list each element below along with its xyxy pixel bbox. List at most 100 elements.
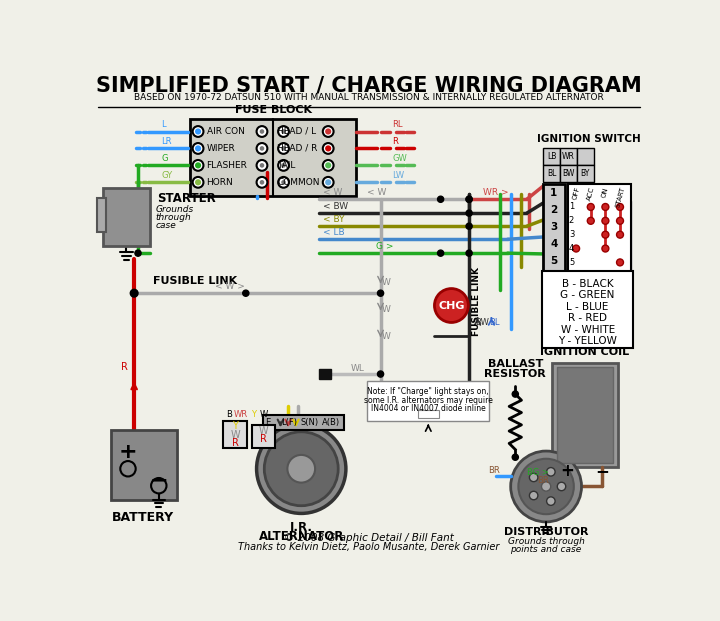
Text: LB: LB [546,152,556,161]
Text: S(N): S(N) [301,418,319,427]
Text: 5: 5 [550,256,557,266]
Text: < BW: < BW [323,202,348,211]
Circle shape [278,160,289,171]
Text: E: E [266,418,271,427]
Circle shape [193,177,204,188]
Bar [577,165,594,181]
Text: WR >: WR > [483,188,509,197]
Circle shape [195,179,201,186]
Circle shape [195,145,201,152]
Text: some I.R. alternators may require: some I.R. alternators may require [364,396,492,405]
Text: < LB: < LB [323,228,344,237]
Text: W: W [382,332,391,341]
Text: W - WHITE: W - WHITE [561,325,615,335]
Circle shape [256,143,267,154]
Circle shape [602,204,609,211]
Text: 5: 5 [569,258,574,267]
Circle shape [616,204,624,211]
Circle shape [541,482,551,491]
Text: W: W [230,430,240,440]
Bar [319,369,331,379]
Circle shape [377,290,384,296]
Text: < W: < W [323,188,342,197]
Circle shape [518,459,574,514]
Text: FUSIBLE LINK: FUSIBLE LINK [472,267,481,336]
Bar [543,148,560,165]
Text: HEAD / R: HEAD / R [277,144,318,153]
Text: RL: RL [392,120,402,129]
Text: Grounds: Grounds [156,206,194,214]
Text: R: R [260,435,267,445]
Circle shape [512,454,518,460]
Text: Note: If "Charge" light stays on,: Note: If "Charge" light stays on, [367,387,489,396]
Text: 3: 3 [569,230,574,239]
Circle shape [260,146,264,151]
Text: I.R.: I.R. [289,521,312,534]
Circle shape [120,461,135,476]
Circle shape [195,162,201,168]
Text: 2: 2 [550,205,557,215]
Circle shape [529,473,538,482]
Bar [367,381,489,421]
Circle shape [438,250,444,256]
Text: BG >: BG > [526,468,549,477]
Text: Y - YELLOW: Y - YELLOW [558,337,617,347]
Circle shape [264,432,338,505]
Text: Grounds through: Grounds through [508,537,585,545]
Text: ACC: ACC [586,186,595,201]
Text: IN4004 or IN4007 diode inline: IN4004 or IN4007 diode inline [371,404,486,413]
Text: GY: GY [161,171,172,180]
Bar [543,184,564,273]
Text: SIMPLIFIED START / CHARGE WIRING DIAGRAM: SIMPLIFIED START / CHARGE WIRING DIAGRAM [96,75,642,95]
Text: BY: BY [581,168,590,178]
Text: BL: BL [489,318,500,327]
Circle shape [325,179,331,186]
Text: B - BLACK: B - BLACK [562,279,613,289]
Text: W: W [258,426,269,436]
Circle shape [438,196,444,202]
Circle shape [616,217,624,224]
Text: FUSIBLE LINK: FUSIBLE LINK [153,276,238,286]
Circle shape [323,160,333,171]
Bar [577,148,594,165]
Text: −: − [150,470,168,491]
Text: WL: WL [351,363,364,373]
Text: OFF: OFF [572,186,581,201]
Text: 4: 4 [550,239,557,249]
Circle shape [466,196,472,202]
Text: 2: 2 [569,216,574,225]
Text: 1: 1 [550,188,557,198]
Bar [263,415,343,430]
Bar [190,119,356,196]
Circle shape [278,177,289,188]
Text: BW: BW [475,318,489,327]
Text: W: W [260,410,269,419]
Text: G: G [161,154,168,163]
Text: R: R [232,438,238,448]
Text: LR: LR [161,137,171,146]
Bar [560,165,577,181]
Circle shape [130,289,138,297]
Text: BR: BR [488,466,500,475]
Circle shape [616,259,624,266]
Circle shape [466,210,472,216]
Text: 4: 4 [569,244,574,253]
Circle shape [616,231,624,238]
Text: R - RED: R - RED [568,313,607,323]
Circle shape [278,143,289,154]
Circle shape [256,160,267,171]
Text: TAIL: TAIL [277,161,296,170]
Bar [104,189,150,247]
Circle shape [193,126,204,137]
Text: Thanks to Kelvin Dietz, Paolo Musante, Derek Garnier: Thanks to Kelvin Dietz, Paolo Musante, D… [238,542,500,552]
Text: IGNITION SWITCH: IGNITION SWITCH [537,134,641,144]
Circle shape [260,180,264,184]
Text: < BY: < BY [323,215,344,224]
Text: < W >: < W > [215,282,246,291]
Circle shape [260,129,264,134]
Circle shape [510,451,582,522]
Bar [418,410,439,418]
Text: BASED ON 1970-72 DATSUN 510 WITH MANUAL TRANSMISSION & INTERNALLY REGULATED ALTE: BASED ON 1970-72 DATSUN 510 WITH MANUAL … [134,93,604,102]
Circle shape [243,290,249,296]
Circle shape [278,126,289,137]
